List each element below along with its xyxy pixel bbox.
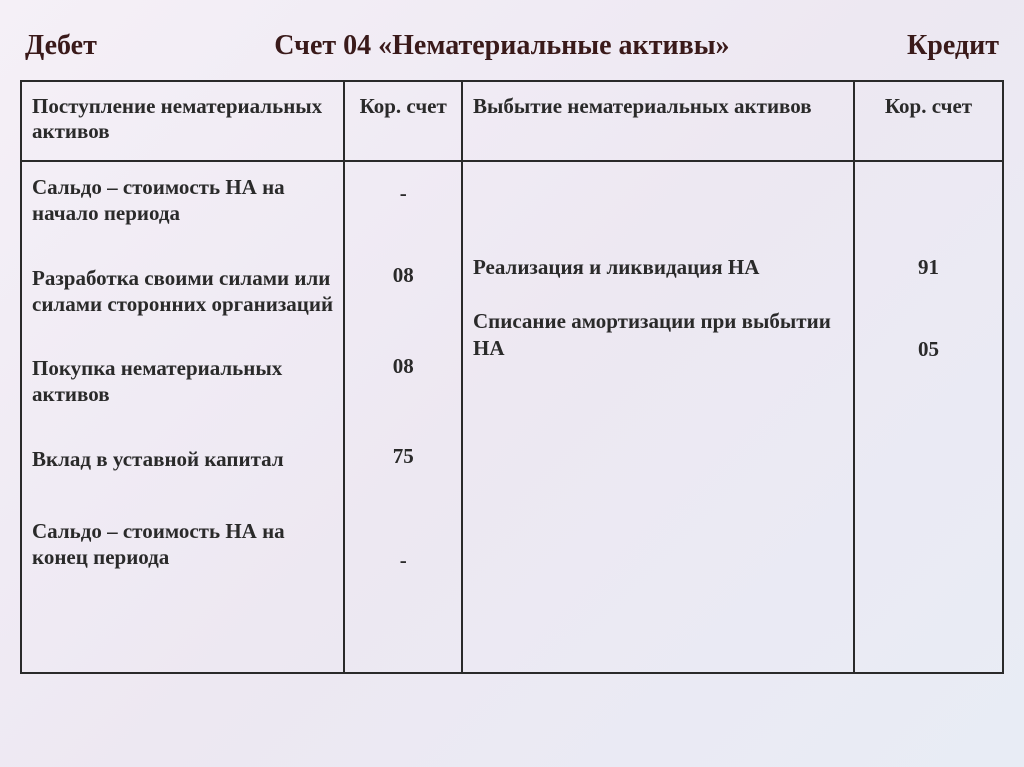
table-row: - xyxy=(355,547,451,573)
table-body: Сальдо – стоимость НА на начало периода … xyxy=(22,162,1002,672)
account-title: Счет 04 «Нематериальные активы» xyxy=(274,30,729,62)
credit-acct-column: 91 05 xyxy=(855,162,1002,672)
table-row: Разработка своими силами или силами стор… xyxy=(32,265,333,318)
credit-desc-column: Реализация и ликвидация НА Списание амор… xyxy=(463,162,855,672)
table-row: Вклад в уставной капитал xyxy=(32,446,333,472)
debit-label: Дебет xyxy=(25,30,97,62)
table-row: Реализация и ликвидация НА xyxy=(473,254,843,280)
table-row: Списание амортизации при выбытии НА xyxy=(473,308,843,361)
debit-desc-column: Сальдо – стоимость НА на начало периода … xyxy=(22,162,345,672)
table-row: Сальдо – стоимость НА на конец периода xyxy=(32,518,333,571)
account-table: Поступление нематериальных активов Кор. … xyxy=(20,80,1004,674)
col-header-credit-desc: Выбытие нематериальных активов xyxy=(463,82,855,160)
debit-acct-column: - 08 08 75 - xyxy=(345,162,463,672)
table-row: 75 xyxy=(355,443,451,469)
col-header-debit-desc: Поступление нематериальных активов xyxy=(22,82,345,160)
table-row: 08 xyxy=(355,353,451,379)
table-row: - xyxy=(355,180,451,206)
credit-label: Кредит xyxy=(907,30,999,62)
title-bar: Дебет Счет 04 «Нематериальные активы» Кр… xyxy=(20,30,1004,62)
table-row: 05 xyxy=(865,336,992,362)
table-row: 08 xyxy=(355,262,451,288)
col-header-credit-acct: Кор. счет xyxy=(855,82,1002,160)
table-row: Сальдо – стоимость НА на начало периода xyxy=(32,174,333,227)
table-header-row: Поступление нематериальных активов Кор. … xyxy=(22,82,1002,162)
col-header-debit-acct: Кор. счет xyxy=(345,82,463,160)
table-row: Покупка нематериальных активов xyxy=(32,355,333,408)
table-row: 91 xyxy=(865,254,992,280)
